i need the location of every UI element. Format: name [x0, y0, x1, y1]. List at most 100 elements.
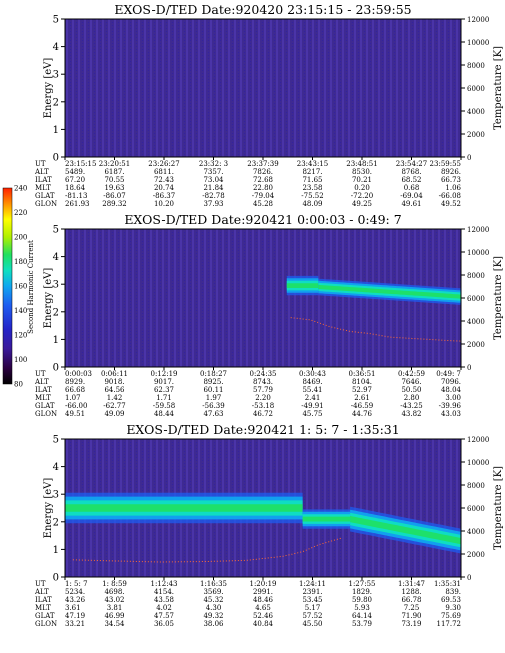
ephemeris-value: 1:24:11	[299, 580, 326, 588]
colorbar-tick: 240	[14, 185, 27, 193]
colorbar-tick: 180	[14, 258, 27, 266]
ephemeris-value: 49.51	[65, 410, 85, 418]
ephemeris-value: 1:27:55	[349, 580, 376, 588]
y2-tick-label: 2000	[467, 551, 485, 559]
ephemeris-value: 43.03	[441, 410, 461, 418]
row-label: MLT	[35, 604, 51, 612]
ephemeris-value: 8530.	[352, 168, 372, 176]
y-axis-label: Energy [eV]	[43, 478, 54, 539]
ephemeris-value: 71.65	[302, 176, 322, 184]
ephemeris-value: 46.99	[104, 612, 124, 620]
panel-3: EXOS-D/TED Date:920421 1: 5: 7 - 1:35:31…	[34, 422, 504, 628]
spectrogram-background	[65, 19, 461, 157]
y2-tick-label: 8000	[467, 482, 485, 490]
ephemeris-value: 23:26:27	[148, 160, 179, 168]
ephemeris-value: 48.09	[302, 200, 322, 208]
ephemeris-value: 1.97	[206, 394, 222, 402]
ephemeris-value: -66.00	[65, 402, 87, 410]
ephemeris-value: -49.91	[301, 402, 323, 410]
ephemeris-value: 55.41	[302, 386, 322, 394]
ephemeris-value: 45.75	[302, 410, 322, 418]
y2-tick-label: 8000	[467, 62, 485, 70]
row-label: GLON	[35, 200, 57, 208]
y-tick-label: 5	[53, 15, 59, 26]
ephemeris-value: 22.80	[253, 184, 273, 192]
ephemeris-value: 21.84	[203, 184, 224, 192]
ephemeris-value: 5489.	[65, 168, 85, 176]
ephemeris-value: 289.32	[102, 200, 127, 208]
y2-axis-label: Temperature [K]	[493, 256, 504, 340]
colorbar-tick: 200	[14, 234, 27, 242]
ephemeris-value: 23.58	[302, 184, 322, 192]
ephemeris-value: 1:20:19	[250, 580, 277, 588]
ephemeris-value: 117.72	[437, 620, 462, 628]
ephemeris-value: 7646.	[401, 378, 421, 386]
ephemeris-value: 50.50	[401, 386, 421, 394]
y-tick-label: 4	[53, 42, 59, 53]
row-label: GLAT	[35, 402, 55, 410]
y2-tick-label: 10000	[467, 459, 489, 467]
ephemeris-value: 48.04	[441, 386, 462, 394]
ephemeris-value: 1.42	[107, 394, 123, 402]
ephemeris-value: 3569.	[203, 588, 223, 596]
ephemeris-value: 45.28	[253, 200, 273, 208]
y2-tick-label: 12000	[467, 16, 489, 24]
ephemeris-value: 9018.	[104, 378, 124, 386]
y-tick-label: 0	[53, 573, 59, 584]
ephemeris-value: -46.59	[351, 402, 373, 410]
ephemeris-value: 8743.	[253, 378, 273, 386]
ephemeris-value: 37.93	[203, 200, 223, 208]
ephemeris-value: 49.09	[104, 410, 124, 418]
intensity-band	[65, 504, 303, 512]
y2-tick-label: 8000	[467, 272, 485, 280]
ephemeris-value: 0.20	[354, 184, 370, 192]
ephemeris-value: 6811.	[154, 168, 174, 176]
row-label: MLT	[35, 394, 51, 402]
ephemeris-value: 1288.	[401, 588, 421, 596]
ephemeris-value: 67.20	[65, 176, 85, 184]
ephemeris-value: 8104.	[352, 378, 372, 386]
ephemeris-value: 64.56	[104, 386, 125, 394]
panel-title: EXOS-D/TED Date:920421 1: 5: 7 - 1:35:31	[126, 422, 399, 437]
ephemeris-value: 45.50	[302, 620, 322, 628]
ephemeris-value: 0:06:11	[101, 370, 128, 378]
ephemeris-value: 8929.	[65, 378, 85, 386]
ephemeris-value: 75.69	[441, 612, 461, 620]
ephemeris-value: 64.14	[352, 612, 373, 620]
colorbar-tick: 220	[14, 209, 27, 217]
panel-1: EXOS-D/TED Date:920420 23:15:15 - 23:59:…	[34, 2, 504, 208]
ephemeris-value: -79.04	[252, 192, 275, 200]
ephemeris-value: 2991.	[253, 588, 273, 596]
ephemeris-value: -82.78	[202, 192, 224, 200]
ephemeris-value: 40.84	[253, 620, 274, 628]
ephemeris-value: 49.32	[203, 612, 223, 620]
colorbar-tick: 120	[14, 332, 27, 340]
ephemeris-value: -86.07	[103, 192, 125, 200]
y2-tick-label: 2000	[467, 131, 485, 139]
ephemeris-value: 4.02	[156, 604, 172, 612]
y2-tick-label: 4000	[467, 528, 485, 536]
ephemeris-value: 7357.	[203, 168, 223, 176]
y2-tick-label: 0	[467, 364, 471, 372]
ephemeris-value: 23:54:27	[396, 160, 427, 168]
ephemeris-value: 7826.	[253, 168, 273, 176]
ephemeris-value: 18.64	[65, 184, 86, 192]
ephemeris-value: 0:42:59	[398, 370, 425, 378]
ephemeris-value: 23:43:15	[297, 160, 328, 168]
y-tick-label: 5	[53, 435, 59, 446]
ephemeris-value: 261.93	[65, 200, 90, 208]
temperature-trace	[290, 317, 462, 342]
ephemeris-value: 70.55	[104, 176, 124, 184]
ephemeris-value: 23:48:51	[346, 160, 377, 168]
ephemeris-value: 44.76	[352, 410, 373, 418]
y-tick-label: 1	[53, 545, 59, 556]
ephemeris-value: 5.93	[354, 604, 370, 612]
ephemeris-value: 3.61	[65, 604, 81, 612]
ephemeris-value: 57.52	[302, 612, 322, 620]
row-label: UT	[35, 580, 46, 588]
ephemeris-value: 1.71	[156, 394, 172, 402]
ephemeris-value: 34.54	[104, 620, 125, 628]
ephemeris-value: 47.57	[154, 612, 174, 620]
ephemeris-value: -56.39	[202, 402, 224, 410]
y-tick-label: 0	[53, 363, 59, 374]
